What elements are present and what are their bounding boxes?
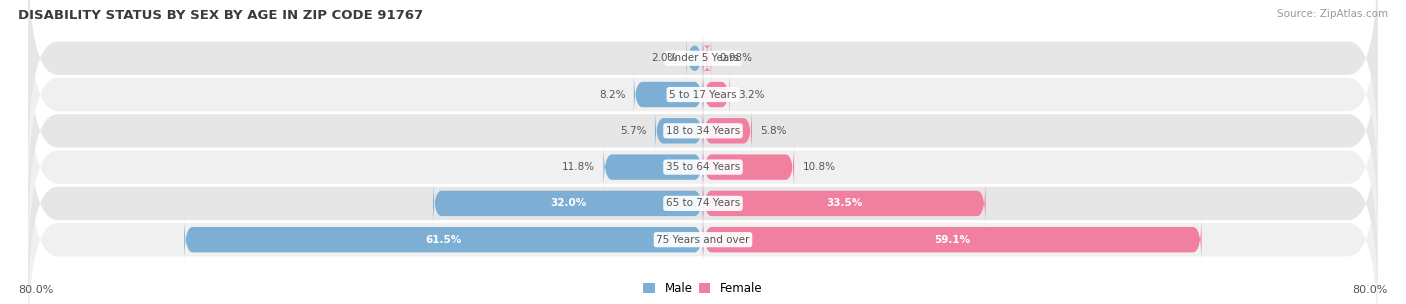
FancyBboxPatch shape — [28, 93, 1378, 304]
FancyBboxPatch shape — [703, 107, 752, 154]
FancyBboxPatch shape — [655, 107, 703, 154]
Text: 8.2%: 8.2% — [599, 90, 626, 99]
FancyBboxPatch shape — [28, 130, 1378, 304]
Text: 75 Years and over: 75 Years and over — [657, 235, 749, 245]
FancyBboxPatch shape — [28, 20, 1378, 241]
FancyBboxPatch shape — [634, 71, 703, 118]
Text: 3.2%: 3.2% — [738, 90, 765, 99]
Legend: Male, Female: Male, Female — [644, 282, 762, 295]
Text: 35 to 64 Years: 35 to 64 Years — [666, 162, 740, 172]
FancyBboxPatch shape — [703, 143, 794, 191]
Text: 5 to 17 Years: 5 to 17 Years — [669, 90, 737, 99]
Text: 59.1%: 59.1% — [934, 235, 970, 245]
Text: 33.5%: 33.5% — [827, 199, 862, 208]
Text: 10.8%: 10.8% — [803, 162, 835, 172]
Text: 5.8%: 5.8% — [761, 126, 787, 136]
Text: DISABILITY STATUS BY SEX BY AGE IN ZIP CODE 91767: DISABILITY STATUS BY SEX BY AGE IN ZIP C… — [18, 9, 423, 22]
Text: 5.7%: 5.7% — [620, 126, 647, 136]
Text: 80.0%: 80.0% — [18, 285, 53, 295]
FancyBboxPatch shape — [603, 143, 703, 191]
Text: Under 5 Years: Under 5 Years — [666, 53, 740, 63]
Text: 11.8%: 11.8% — [562, 162, 595, 172]
FancyBboxPatch shape — [703, 71, 730, 118]
FancyBboxPatch shape — [703, 180, 986, 227]
FancyBboxPatch shape — [686, 35, 703, 82]
Text: 32.0%: 32.0% — [550, 199, 586, 208]
Text: 61.5%: 61.5% — [426, 235, 461, 245]
FancyBboxPatch shape — [28, 57, 1378, 278]
FancyBboxPatch shape — [433, 180, 703, 227]
Text: 0.98%: 0.98% — [720, 53, 752, 63]
Text: 80.0%: 80.0% — [1353, 285, 1388, 295]
FancyBboxPatch shape — [28, 0, 1378, 168]
Text: 65 to 74 Years: 65 to 74 Years — [666, 199, 740, 208]
Text: 2.0%: 2.0% — [651, 53, 678, 63]
FancyBboxPatch shape — [184, 216, 703, 263]
Text: 18 to 34 Years: 18 to 34 Years — [666, 126, 740, 136]
Text: Source: ZipAtlas.com: Source: ZipAtlas.com — [1277, 9, 1388, 19]
FancyBboxPatch shape — [703, 35, 711, 82]
FancyBboxPatch shape — [28, 0, 1378, 205]
FancyBboxPatch shape — [703, 216, 1202, 263]
